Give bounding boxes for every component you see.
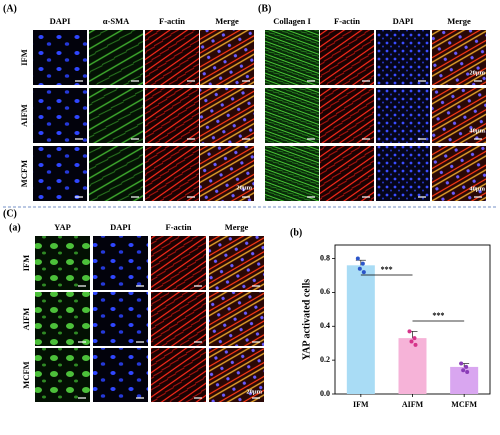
micrograph	[209, 236, 264, 290]
x-tick-label: MCFM	[451, 400, 477, 409]
micrograph	[376, 146, 430, 201]
data-point	[465, 369, 470, 374]
panel-label: (b)	[290, 227, 302, 238]
scale-label: 20μm	[469, 69, 485, 76]
x-tick-label: IFM	[353, 400, 369, 409]
y-tick-label: 0.8	[320, 253, 330, 262]
micrograph	[35, 236, 90, 290]
y-tick-label: 0.4	[320, 321, 330, 330]
significance-label: ***	[432, 311, 444, 320]
micrograph	[33, 30, 87, 85]
row-label: IFM	[19, 49, 29, 66]
y-tick-label: 0.0	[320, 389, 330, 398]
column-header: Merge	[447, 16, 471, 26]
micrograph	[432, 30, 486, 85]
row-label: MCFM	[21, 361, 31, 388]
column-header: F-actin	[166, 222, 192, 232]
panel-label: (A)	[3, 3, 17, 14]
column-header: Collagen I	[273, 16, 311, 26]
data-point	[407, 329, 412, 334]
micrograph	[89, 146, 143, 201]
y-tick-label: 0.2	[320, 355, 330, 364]
scale-label: 20μm	[246, 388, 262, 395]
micrograph	[265, 88, 319, 143]
column-header: F-actin	[334, 16, 360, 26]
micrograph	[376, 30, 430, 85]
row-label: AIFM	[21, 308, 31, 331]
micrograph	[209, 348, 264, 402]
data-point	[409, 339, 414, 344]
significance-label: ***	[381, 265, 393, 274]
micrograph	[151, 292, 206, 346]
micrograph	[320, 88, 374, 143]
data-point	[412, 336, 417, 341]
micrograph	[320, 146, 374, 201]
micrograph	[320, 30, 374, 85]
column-header: Merge	[215, 16, 239, 26]
column-header: YAP	[54, 222, 71, 232]
micrograph	[432, 146, 486, 201]
micrograph	[35, 348, 90, 402]
panel-label: (B)	[258, 3, 271, 14]
micrograph	[209, 292, 264, 346]
x-tick-label: AIFM	[402, 400, 424, 409]
micrograph	[145, 30, 199, 85]
micrograph	[432, 88, 486, 143]
micrograph	[151, 236, 206, 290]
data-point	[413, 342, 418, 347]
bar	[346, 265, 375, 394]
column-header: Merge	[225, 222, 249, 232]
column-header: DAPI	[110, 222, 131, 232]
row-label: AIFM	[19, 104, 29, 127]
panel-label: (a)	[9, 222, 21, 233]
micrograph	[265, 146, 319, 201]
micrograph	[89, 88, 143, 143]
micrograph	[89, 30, 143, 85]
data-point	[360, 261, 365, 266]
micrograph	[200, 88, 254, 143]
data-point	[464, 364, 469, 369]
micrograph	[265, 30, 319, 85]
row-label: IFM	[21, 255, 31, 272]
y-tick-label: 0.6	[320, 287, 330, 296]
data-point	[459, 361, 464, 366]
column-header: DAPI	[50, 16, 71, 26]
micrograph	[200, 30, 254, 85]
scale-label: 40μm	[469, 127, 485, 134]
micrograph	[145, 88, 199, 143]
row-label: MCFM	[19, 160, 29, 187]
panel-label: (C)	[3, 208, 17, 219]
micrograph	[35, 292, 90, 346]
micrograph	[93, 236, 148, 290]
micrograph	[376, 88, 430, 143]
data-point	[357, 266, 362, 271]
micrograph	[93, 348, 148, 402]
micrograph	[145, 146, 199, 201]
micrograph	[33, 146, 87, 201]
data-point	[355, 256, 360, 261]
data-point	[461, 368, 466, 373]
bar	[398, 338, 427, 394]
micrograph	[93, 292, 148, 346]
column-header: F-actin	[159, 16, 185, 26]
micrograph	[33, 88, 87, 143]
y-axis-label: YAP activated cells	[301, 279, 312, 360]
column-header: DAPI	[393, 16, 414, 26]
micrograph	[200, 146, 254, 201]
column-header: α-SMA	[103, 16, 130, 26]
scale-label: 20μm	[236, 184, 252, 191]
data-point	[361, 270, 366, 275]
scale-label: 40μm	[469, 185, 485, 192]
micrograph	[151, 348, 206, 402]
